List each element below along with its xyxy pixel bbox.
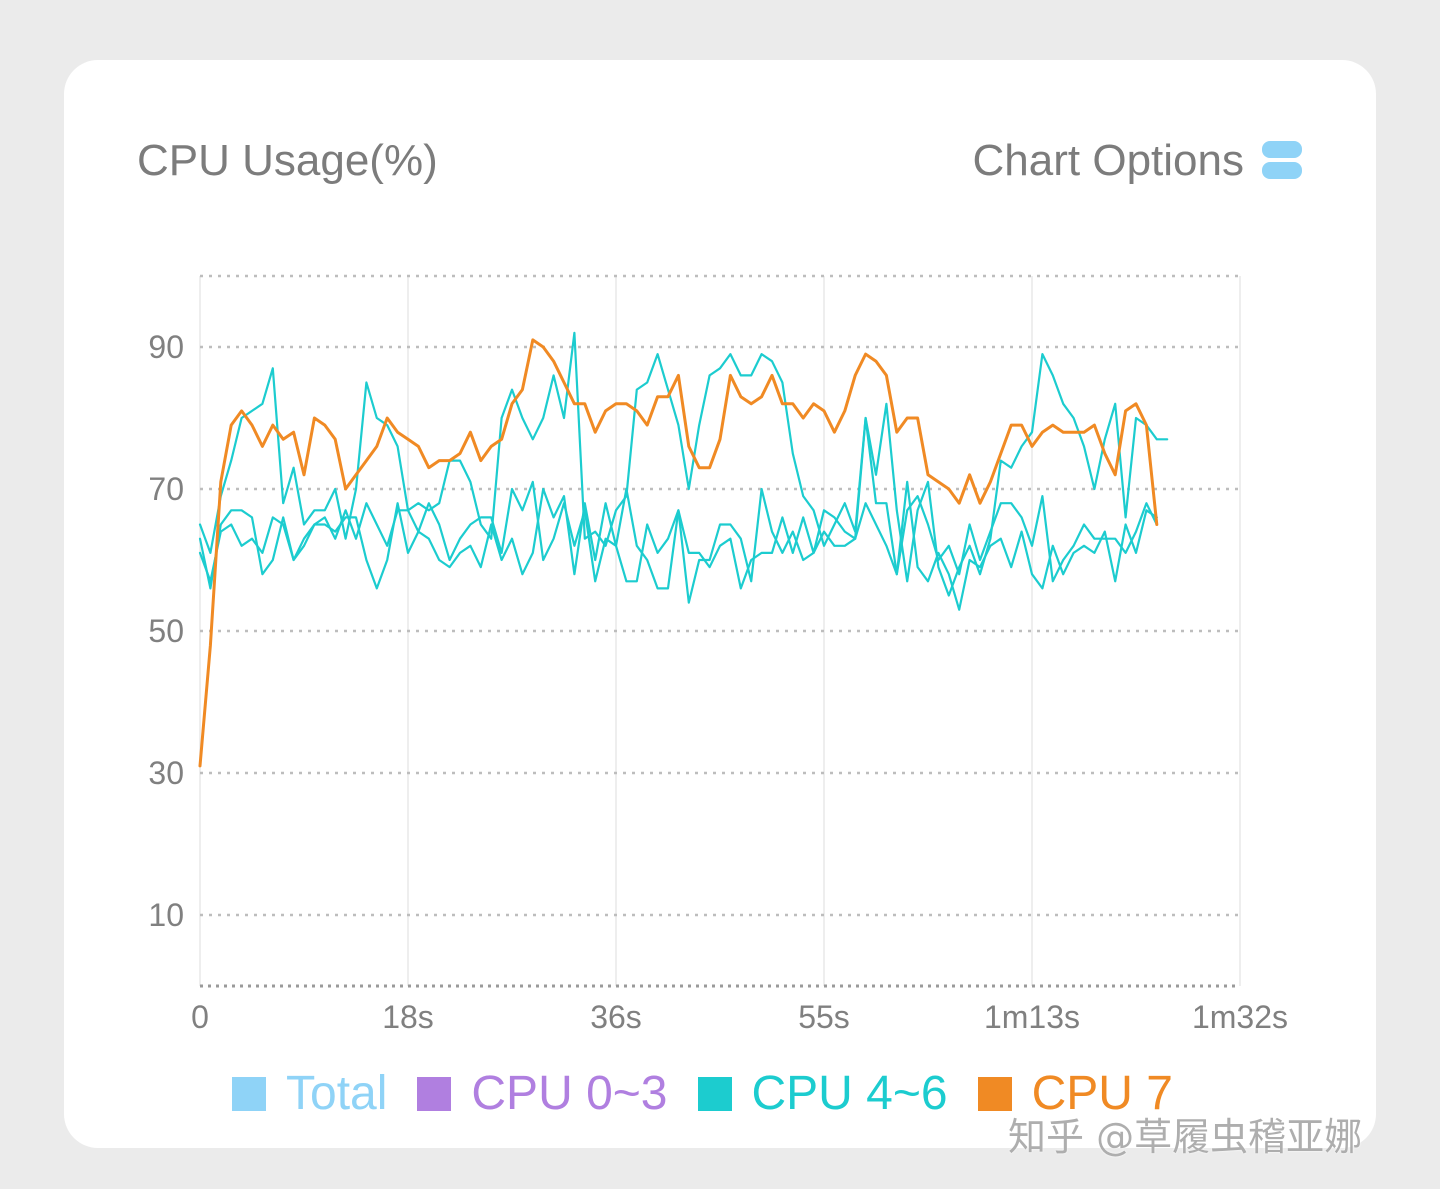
x-tick-label: 18s <box>382 999 434 1035</box>
toggle-icon-top-bar <box>1262 141 1302 158</box>
y-tick-label: 30 <box>148 755 184 791</box>
toggle-icon[interactable] <box>1262 141 1302 181</box>
axis-labels: 10 30 50 70 90 0 18s 36s 55s 1m13s 1m32s <box>148 329 1288 1035</box>
x-tick-label: 36s <box>590 999 642 1035</box>
chart-legend: Total CPU 0~3 CPU 4~6 CPU 7 <box>232 1066 1203 1122</box>
grid-lines <box>199 274 1241 988</box>
x-tick-label: 0 <box>191 999 209 1035</box>
legend-item-total[interactable]: Total <box>232 1066 387 1122</box>
legend-item-cpu-0-3[interactable]: CPU 0~3 <box>417 1066 668 1122</box>
legend-label-total: Total <box>286 1067 388 1120</box>
series-line-cpu-4-6 <box>198 331 1169 597</box>
legend-swatch-total <box>232 1077 266 1111</box>
legend-item-cpu-7[interactable]: CPU 7 <box>977 1066 1173 1122</box>
y-tick-label: 10 <box>148 897 184 933</box>
toggle-icon-bottom-bar <box>1262 162 1302 179</box>
x-tick-label: 1m13s <box>984 999 1080 1035</box>
legend-label-cpu-4-6: CPU 4~6 <box>751 1067 948 1120</box>
chart-options-button[interactable]: Chart Options <box>972 136 1244 185</box>
chart-card <box>64 60 1376 1148</box>
legend-item-cpu-4-6[interactable]: CPU 4~6 <box>697 1066 948 1122</box>
x-tick-label: 55s <box>798 999 850 1035</box>
legend-label-cpu-0-3: CPU 0~3 <box>471 1067 668 1120</box>
cpu-usage-chart: 10 30 50 70 90 0 18s 36s 55s 1m13s 1m32s <box>148 274 1288 1035</box>
y-tick-label: 70 <box>148 471 184 507</box>
legend-swatch-cpu-4-6 <box>697 1077 732 1111</box>
legend-swatch-cpu-0-3 <box>417 1077 452 1111</box>
chart-title: CPU Usage(%) <box>137 136 438 185</box>
watermark: 知乎 @草履虫稽亚娜 <box>1008 1115 1363 1159</box>
x-tick-label: 1m32s <box>1192 999 1288 1035</box>
y-tick-label: 90 <box>148 329 184 365</box>
series-line-cpu-4-6 <box>198 480 1158 611</box>
legend-label-cpu-7: CPU 7 <box>1031 1067 1173 1120</box>
series-lines <box>198 331 1169 768</box>
y-tick-label: 50 <box>148 613 184 649</box>
legend-swatch-cpu-7 <box>977 1077 1012 1111</box>
series-line-cpu-7 <box>198 338 1159 768</box>
